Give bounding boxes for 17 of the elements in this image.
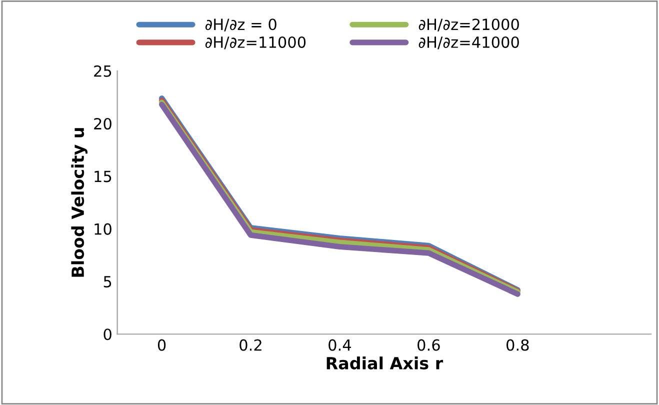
x-tick-label: 0.8 [506, 339, 529, 351]
legend-label: ∂H/∂z=41000 [418, 36, 519, 50]
y-tick-label: 25 [94, 65, 112, 77]
y-tick-label: 20 [94, 118, 112, 130]
x-axis-title: Radial Axis r [326, 356, 444, 370]
y-tick-label: 15 [94, 170, 112, 182]
legend-label: ∂H/∂z = 0 [205, 18, 276, 32]
y-tick-label: 5 [104, 276, 112, 288]
y-tick-label: 10 [94, 223, 112, 235]
x-tick-label: 0.2 [240, 339, 262, 351]
legend-label: ∂H/∂z=21000 [418, 18, 519, 32]
x-tick-label: 0.4 [328, 339, 352, 351]
legend-label: ∂H/∂z=11000 [205, 36, 306, 50]
x-tick-label: 0.6 [418, 339, 440, 351]
y-axis-title: Blood Velocity u [71, 128, 88, 277]
y-tick-label: 0 [104, 328, 112, 340]
x-tick-label: 0 [158, 339, 166, 351]
